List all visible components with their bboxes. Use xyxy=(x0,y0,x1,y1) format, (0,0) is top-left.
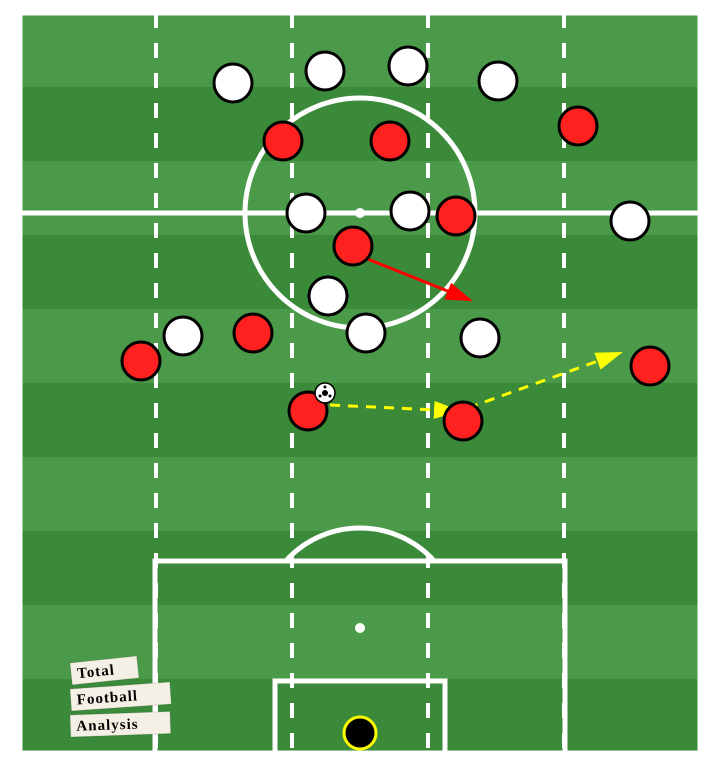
center-spot xyxy=(355,208,365,218)
logo-line: Analysis xyxy=(70,712,171,737)
player-white xyxy=(164,317,202,355)
player-white xyxy=(347,314,385,352)
player-white xyxy=(306,52,344,90)
player-red xyxy=(437,197,475,235)
player-red xyxy=(371,122,409,160)
player-white xyxy=(461,319,499,357)
player-white xyxy=(309,277,347,315)
player-white xyxy=(611,202,649,240)
player-red xyxy=(444,402,482,440)
player-white xyxy=(391,192,429,230)
grass-stripe xyxy=(20,531,700,605)
player-red xyxy=(559,107,597,145)
player-white xyxy=(389,47,427,85)
player-red xyxy=(264,122,302,160)
pitch-svg: TotalFootballAnalysis xyxy=(0,0,721,766)
grass-stripe xyxy=(20,13,700,87)
player-red xyxy=(122,342,160,380)
svg-text:Analysis: Analysis xyxy=(76,717,139,735)
player-red xyxy=(334,227,372,265)
player-red xyxy=(631,347,669,385)
player-red xyxy=(234,314,272,352)
grass-stripe xyxy=(20,161,700,235)
penalty-spot xyxy=(355,623,365,633)
tactical-diagram: TotalFootballAnalysis xyxy=(0,0,721,766)
player-white xyxy=(287,194,325,232)
player-white xyxy=(479,62,517,100)
grass-stripe xyxy=(20,383,700,457)
grass-stripe xyxy=(20,457,700,531)
goalkeeper xyxy=(344,717,376,749)
ball-pattern xyxy=(322,390,328,396)
player-white xyxy=(214,64,252,102)
